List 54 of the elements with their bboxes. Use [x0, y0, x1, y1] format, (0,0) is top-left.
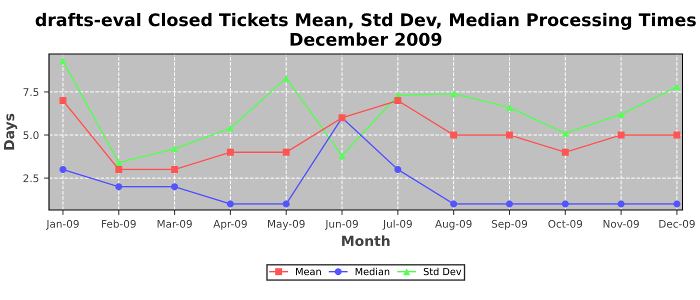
point [562, 200, 569, 208]
point [394, 97, 402, 104]
x-tick-label: Oct-09 [548, 220, 582, 228]
x-axis-title: Month [342, 235, 390, 246]
point [618, 200, 625, 208]
point [450, 90, 458, 98]
legend-label: Median [356, 268, 390, 276]
point [673, 132, 680, 138]
point [450, 200, 458, 208]
x-tick-label: Dec-09 [659, 220, 695, 228]
legend-label: Std Dev [424, 268, 462, 276]
x-tick-label: May-09 [268, 220, 305, 230]
point [673, 200, 680, 208]
point [59, 57, 66, 64]
point [282, 74, 290, 82]
point [562, 130, 569, 137]
point [450, 132, 458, 138]
point [59, 166, 66, 173]
x-tick-label: Aug-09 [435, 220, 472, 230]
point [226, 200, 234, 208]
y-axis-title: Days [4, 114, 18, 150]
chart-title: drafts-eval Closed Tickets Mean, Std Dev, Median Processing Times December 2009 [36, 12, 696, 46]
point [115, 183, 122, 190]
point [59, 97, 66, 104]
point [506, 200, 513, 208]
x-tick-label: Jun-09 [324, 220, 358, 230]
point [618, 132, 625, 138]
point [171, 145, 178, 152]
x-tick-label: Jul-09 [382, 220, 412, 230]
legend-label: Mean [296, 268, 321, 276]
point [171, 166, 178, 173]
point [115, 159, 122, 166]
y-tick-label: 7.5 [24, 88, 38, 96]
x-tick-label: Mar-09 [158, 220, 192, 228]
point [338, 152, 346, 160]
x-tick-label: Sep-09 [492, 220, 528, 230]
point [562, 148, 569, 156]
x-tick-label: Nov-09 [604, 220, 639, 228]
point [673, 83, 680, 90]
y-tick-label: 2.5 [23, 174, 38, 182]
point [171, 183, 178, 190]
point [226, 148, 234, 156]
point [282, 200, 290, 208]
point [618, 110, 625, 118]
x-tick-label: Apr-09 [213, 220, 247, 230]
point [115, 166, 122, 173]
x-tick-label: Jan-09 [46, 220, 79, 230]
point [282, 148, 290, 156]
x-tick-label: Feb-09 [102, 220, 136, 228]
point [506, 104, 513, 111]
point [506, 132, 513, 138]
y-tick-label: 5.0 [24, 131, 39, 140]
point [394, 166, 402, 173]
point [226, 124, 234, 132]
